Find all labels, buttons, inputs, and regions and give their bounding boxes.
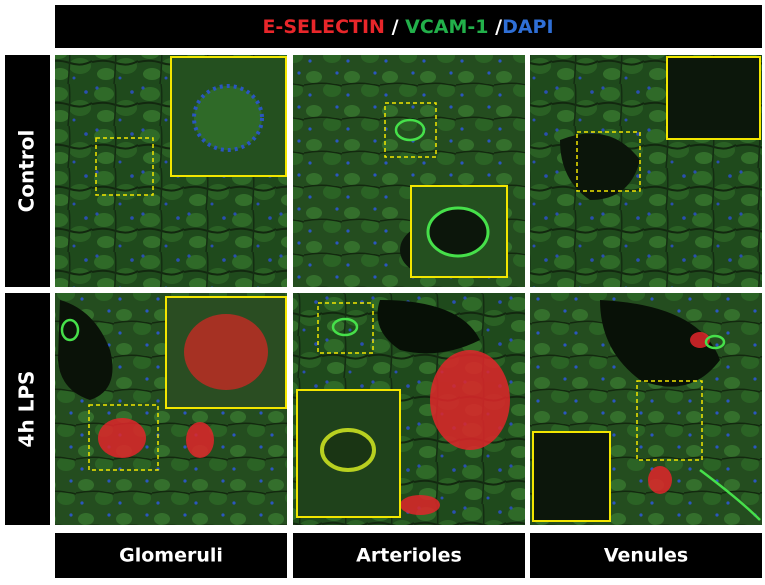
title-part: /	[385, 16, 405, 38]
roi-box	[317, 302, 374, 354]
row-label-bar	[5, 55, 50, 287]
title-part: /	[489, 16, 503, 38]
column-label-bar	[55, 533, 287, 578]
inset-content	[184, 84, 490, 472]
column-label: Arterioles	[356, 545, 462, 567]
lumen	[560, 133, 640, 200]
lumen	[58, 300, 113, 400]
column-label-bar	[293, 533, 525, 578]
row-label: Control	[15, 130, 39, 213]
header-bar	[55, 5, 762, 48]
roi-box	[636, 380, 703, 461]
column-label-bar	[530, 533, 762, 578]
column-label: Venules	[604, 545, 688, 567]
roi-box	[384, 102, 437, 158]
title-part: VCAM-1	[405, 16, 488, 38]
roi-box	[576, 131, 641, 192]
title: E-SELECTIN / VCAM-1 /DAPI	[262, 16, 553, 38]
micrograph-panels	[55, 55, 762, 525]
lumen	[377, 300, 480, 354]
roi-box	[88, 404, 159, 471]
inset-box	[666, 56, 761, 140]
title-part: DAPI	[502, 16, 553, 38]
column-label: Glomeruli	[119, 545, 223, 567]
inset-box	[532, 431, 611, 522]
row-label-bar	[5, 293, 50, 525]
row-label: 4h LPS	[15, 371, 39, 448]
title-part: E-SELECTIN	[262, 16, 385, 38]
roi-box	[95, 137, 154, 196]
lumen	[600, 300, 720, 387]
